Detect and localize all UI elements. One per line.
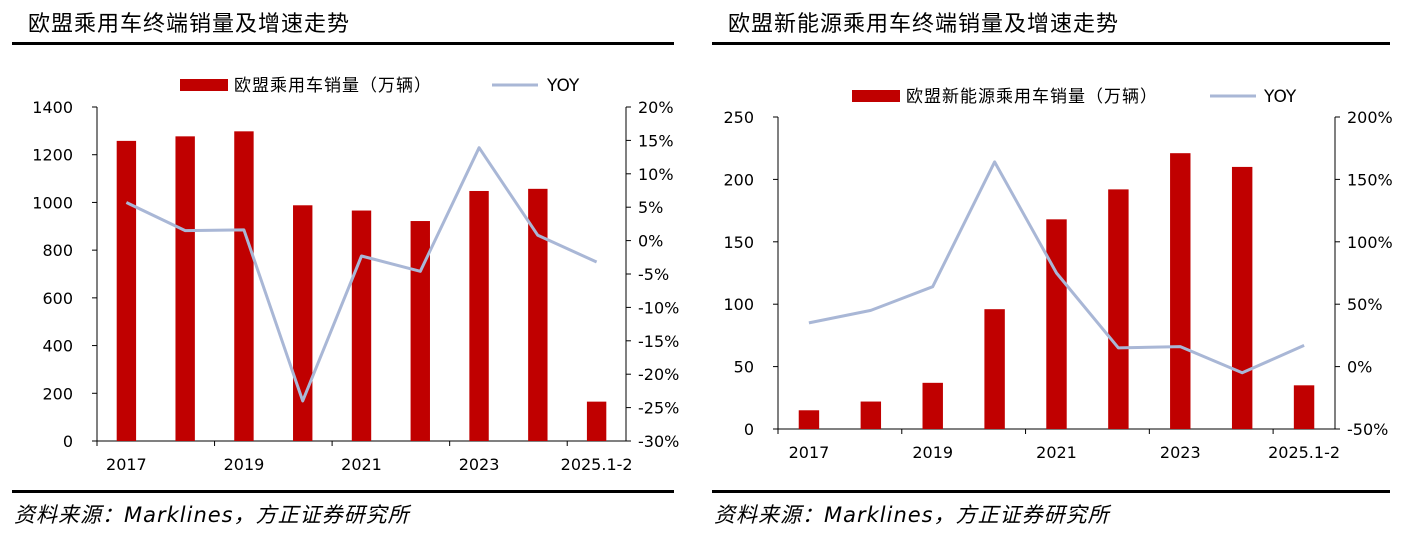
y-tick-label-left: 1400: [32, 98, 73, 117]
legend-line-label: YOY: [1263, 87, 1297, 107]
y-tick-label-right: 100%: [1347, 233, 1393, 252]
x-tick-label: 2023: [1160, 443, 1201, 462]
source-note: 资料来源：Marklines，方正证券研究所: [14, 503, 410, 527]
bar: [860, 401, 882, 429]
bar: [469, 190, 489, 441]
y-tick-label-right: -30%: [638, 432, 679, 451]
x-tick-label: 2023: [459, 455, 500, 474]
y-tick-label-right: -20%: [638, 365, 679, 384]
y-tick-label-left: 0: [744, 420, 754, 439]
y-tick-label-left: 600: [42, 289, 73, 308]
y-tick-label-right: -10%: [638, 298, 679, 317]
bar: [1108, 189, 1129, 429]
y-tick-label-right: -15%: [638, 332, 679, 351]
x-tick-label: 2017: [789, 443, 830, 462]
bar: [586, 401, 607, 441]
x-tick-label: 2019: [224, 455, 265, 474]
y-tick-label-left: 250: [723, 108, 754, 127]
bar: [1170, 153, 1191, 429]
y-tick-label-left: 1000: [32, 193, 73, 212]
legend-bar-swatch: [180, 79, 228, 91]
y-tick-label-right: 10%: [638, 165, 674, 184]
y-tick-label-left: 200: [723, 170, 754, 189]
x-tick-label: 2019: [912, 443, 953, 462]
y-tick-label-left: 150: [723, 233, 754, 252]
y-tick-label-left: 400: [42, 337, 73, 356]
bar: [116, 140, 137, 441]
y-tick-label-right: 0%: [638, 232, 663, 251]
y-tick-label-right: 0%: [1347, 358, 1372, 377]
legend-line-label: YOY: [546, 76, 580, 96]
y-tick-label-left: 0: [63, 432, 73, 451]
title-rule: [712, 42, 1390, 45]
right-chart-panel: 欧盟新能源乘用车终端销量及增速走势 0 50 100 150 200 250 -50% 0% 5…: [700, 0, 1400, 535]
y-tick-label-right: 200%: [1347, 108, 1393, 127]
source-note: 资料来源：Marklines，方正证券研究所: [714, 503, 1110, 527]
bar: [1046, 219, 1067, 429]
y-tick-label-left: 800: [42, 241, 73, 260]
y-tick-label-left: 100: [723, 295, 754, 314]
y-tick-label-right: 150%: [1347, 170, 1393, 189]
x-tick-label: 2025.1-2: [1268, 443, 1340, 462]
bar: [410, 221, 430, 441]
title-rule: [12, 42, 674, 45]
bar: [922, 382, 943, 429]
y-tick-label-right: -25%: [638, 399, 679, 418]
y-tick-label-right: 15%: [638, 131, 674, 150]
legend-bar-label: 欧盟乘用车销量（万辆）: [234, 76, 432, 96]
bar: [528, 188, 548, 441]
bar: [1293, 385, 1315, 429]
y-tick-label-left: 1200: [32, 146, 73, 165]
x-tick-label: 2021: [1036, 443, 1077, 462]
legend-bar-label: 欧盟新能源乘用车销量（万辆）: [906, 87, 1158, 107]
bar: [175, 136, 195, 441]
bar: [1231, 166, 1253, 430]
x-tick-label: 2017: [106, 455, 147, 474]
y-tick-label-right: 5%: [638, 198, 663, 217]
x-tick-label: 2025.1-2: [561, 455, 633, 474]
y-tick-label-right: 20%: [638, 98, 674, 117]
y-tick-label-right: 50%: [1347, 295, 1383, 314]
bar: [798, 410, 820, 429]
bar: [293, 205, 313, 441]
chart-title: 欧盟乘用车终端销量及增速走势: [28, 12, 351, 37]
source-rule: [712, 490, 1390, 493]
y-tick-label-left: 200: [42, 384, 73, 403]
chart-svg: 0 200 400 600 800 1000 1200 1400 -30% -25% -20% -15…: [32, 76, 679, 474]
y-tick-label-left: 50: [734, 358, 754, 377]
legend-bar-swatch: [852, 90, 900, 102]
bar: [984, 309, 1005, 429]
y-tick-label-right: -50%: [1347, 420, 1388, 439]
x-tick-label: 2021: [341, 455, 382, 474]
y-tick-label-right: -5%: [638, 265, 669, 284]
bar: [234, 131, 254, 441]
chart-title: 欧盟新能源乘用车终端销量及增速走势: [728, 12, 1120, 37]
chart-svg: 0 50 100 150 200 250 -50% 0% 50% 100% 150% 200% 2017…: [723, 87, 1393, 462]
bar: [351, 210, 372, 441]
source-rule: [12, 490, 674, 493]
left-chart-panel: 欧盟乘用车终端销量及增速走势 0 200 400 600 800 1000 1200 1400…: [0, 0, 690, 535]
